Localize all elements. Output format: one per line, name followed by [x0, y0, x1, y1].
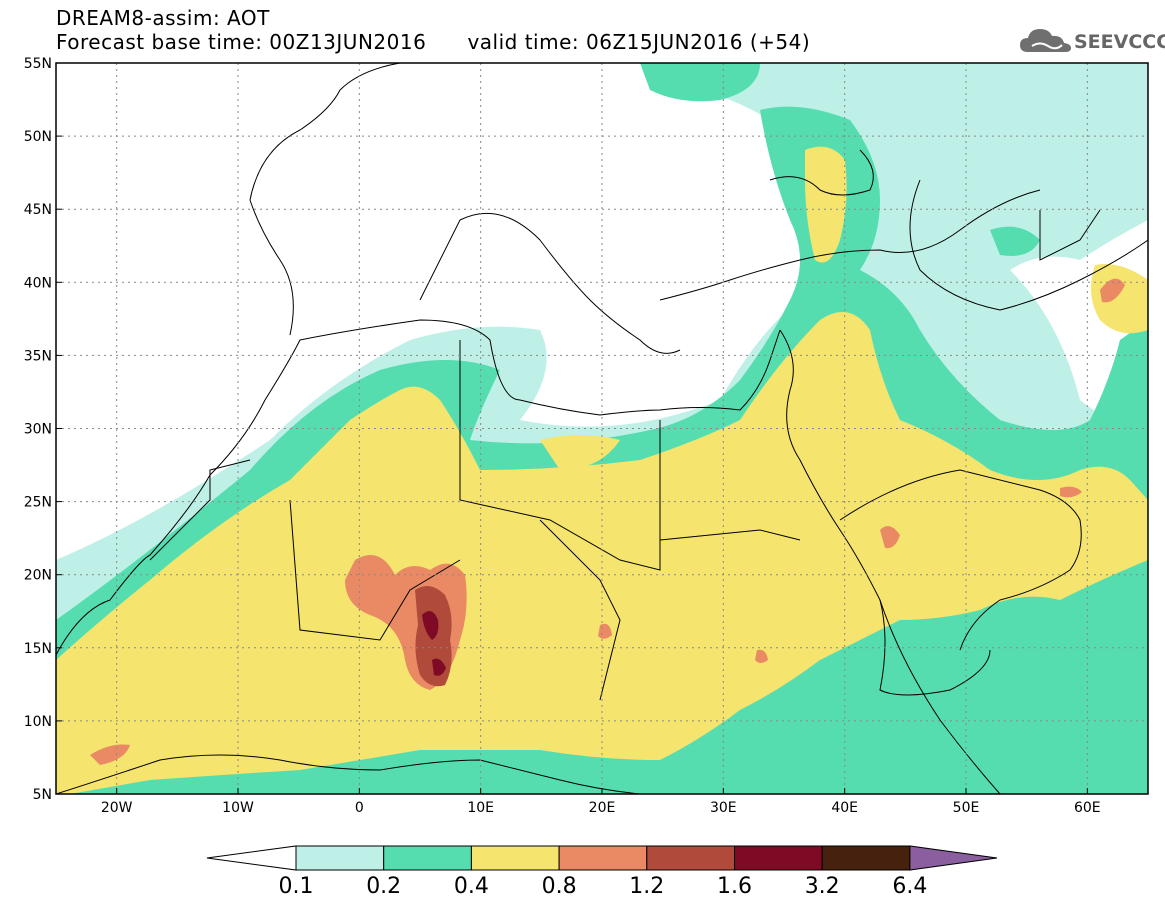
aot-band-1.6: [422, 611, 446, 676]
lon-label: 50E: [953, 800, 980, 816]
colorbar-label: 0.4: [454, 874, 489, 899]
forecast-times: Forecast base time: 00Z13JUN2016 valid t…: [56, 30, 810, 54]
colorbar-swatch: [646, 845, 735, 871]
lat-label: 55N: [24, 56, 52, 72]
colorbar-label: 1.2: [629, 874, 664, 899]
colorbar-swatch: [470, 845, 560, 871]
cloud-logo-icon: [1020, 29, 1071, 52]
lon-label: 30E: [710, 800, 737, 816]
colorbar-swatch: [558, 845, 648, 871]
colorbar-label: 0.8: [542, 874, 577, 899]
latitude-labels: 55N 50N 45N 40N 35N 30N 25N 20N 15N 10N 5N: [24, 56, 62, 803]
lon-label: 60E: [1074, 800, 1101, 816]
colorbar-swatch: [295, 845, 385, 871]
lon-label: 40E: [831, 800, 858, 816]
colorbar-label: 0.1: [279, 874, 314, 899]
lat-label: 50N: [24, 129, 52, 145]
forecast-base-time: Forecast base time: 00Z13JUN2016: [56, 30, 427, 54]
colorbar-high-arrow: [909, 845, 998, 871]
lat-label: 15N: [24, 641, 52, 657]
coastlines: [56, 63, 1148, 794]
colorbar-swatch: [821, 845, 911, 871]
lat-label: 25N: [24, 495, 52, 511]
lat-label: 30N: [24, 422, 52, 438]
aot-band-0.4: [56, 146, 1148, 794]
colorbar-low-arrow: [206, 845, 297, 871]
logo-text: SEEVCCC: [1074, 31, 1165, 53]
lat-label: 35N: [24, 348, 52, 364]
graticule: [56, 63, 1148, 794]
colorbar-swatch: [383, 845, 472, 871]
lon-label: 20E: [589, 800, 616, 816]
colorbar-label: 1.6: [717, 874, 752, 899]
lon-label: 10E: [467, 800, 494, 816]
valid-time: valid time: 06Z15JUN2016 (+54): [467, 30, 811, 54]
lon-label: 0: [355, 800, 364, 816]
colorbar-label: 6.4: [892, 874, 927, 899]
lat-label: 10N: [24, 714, 52, 730]
lat-label: 45N: [24, 202, 52, 218]
colorbar-label: 3.2: [805, 874, 840, 899]
colorbar-swatch: [734, 845, 823, 871]
map-title: DREAM8-assim: AOT: [56, 6, 270, 30]
lat-label: 40N: [24, 275, 52, 291]
colorbar-label: 0.2: [366, 874, 401, 899]
colorbar: 0.1 0.2 0.4 0.8 1.2 1.6 3.2 6.4: [206, 845, 998, 899]
lat-label: 5N: [33, 787, 52, 803]
longitude-labels: 20W 10W 0 10E 20E 30E 40E 50E 60E: [101, 788, 1101, 816]
lon-label: 10W: [222, 800, 254, 816]
lon-label: 20W: [101, 800, 133, 816]
lat-label: 20N: [24, 568, 52, 584]
